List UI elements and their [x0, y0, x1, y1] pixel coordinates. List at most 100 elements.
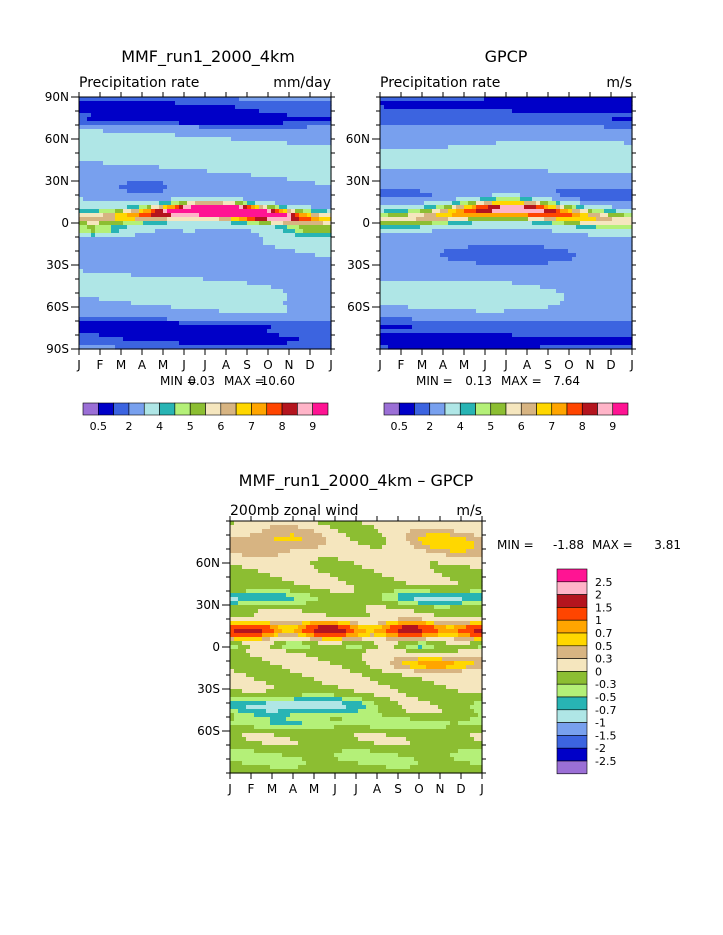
contour-cell: [230, 569, 259, 574]
x-tick-label: F: [248, 782, 255, 796]
contour-cell: [418, 641, 427, 646]
x-tick-label: J: [503, 358, 508, 372]
contour-cell: [254, 613, 327, 618]
panel1-y-axis: 90N 60N 30N 0 30S 60S 90S: [45, 90, 335, 356]
contour-cell: [230, 741, 263, 746]
contour-cell: [79, 121, 180, 126]
contour-cell: [422, 541, 475, 546]
contour-cell: [167, 209, 268, 214]
contour-cell: [306, 601, 399, 606]
contour-cell: [79, 241, 264, 246]
contour-cell: [588, 213, 601, 218]
contour-cell: [380, 181, 633, 186]
contour-cell: [298, 741, 375, 746]
contour-cell: [230, 717, 235, 722]
contour-cell: [474, 533, 483, 538]
contour-cell: [544, 205, 549, 210]
contour-cell: [115, 209, 124, 214]
contour-cell: [398, 633, 423, 638]
contour-cell: [388, 345, 541, 350]
contour-cell: [179, 205, 184, 210]
contour-cell: [544, 245, 633, 250]
x-tick-label: S: [243, 358, 251, 372]
x-tick-label: M: [158, 358, 168, 372]
colorbar-swatch: [398, 402, 415, 416]
contour-cell: [450, 577, 483, 582]
contour-cell: [454, 637, 475, 642]
contour-cell: [230, 533, 251, 538]
contour-cell: [366, 605, 387, 610]
contour-cell: [338, 557, 483, 562]
contour-cell: [380, 161, 633, 166]
contour-cell: [311, 205, 332, 210]
contour-cell: [230, 613, 255, 618]
contour-cell: [540, 201, 549, 206]
contour-cell: [287, 141, 332, 146]
contour-cell: [380, 297, 565, 302]
contour-cell: [302, 629, 315, 634]
contour-cell: [79, 313, 332, 318]
contour-cell: [79, 305, 172, 310]
contour-cell: [362, 701, 375, 706]
contour-cell: [346, 705, 367, 710]
contour-cell: [600, 213, 609, 218]
contour-cell: [255, 205, 260, 210]
x-tick-label: J: [227, 782, 232, 796]
contour-cell: [219, 217, 232, 222]
colorbar-label: 9: [609, 420, 616, 433]
contour-cell: [380, 189, 421, 194]
contour-cell: [430, 545, 475, 550]
contour-cell: [234, 629, 263, 634]
contour-cell: [350, 621, 359, 626]
contour-cell: [448, 209, 457, 214]
contour-cell: [338, 625, 351, 630]
contour-cell: [230, 577, 283, 582]
contour-cell: [230, 585, 311, 590]
contour-cell: [79, 261, 332, 266]
y-tick-label: 30N: [196, 598, 220, 612]
contour-cell: [230, 529, 263, 534]
contour-cell: [374, 701, 399, 706]
contour-cell: [540, 285, 633, 290]
contour-cell: [442, 573, 483, 578]
contour-cell: [454, 661, 475, 666]
contour-cell: [544, 209, 557, 214]
contour-cell: [230, 737, 247, 742]
contour-cell: [338, 757, 415, 762]
contour-cell: [386, 637, 427, 642]
panel3-subtitle-right: m/s: [456, 503, 482, 519]
contour-cell: [346, 533, 383, 538]
contour-cell: [318, 657, 363, 662]
colorbar-label: -1: [595, 717, 606, 730]
contour-cell: [454, 625, 467, 630]
contour-cell: [474, 541, 483, 546]
contour-cell: [230, 705, 247, 710]
contour-cell: [446, 665, 467, 670]
contour-cell: [556, 201, 561, 206]
contour-cell: [167, 317, 332, 322]
contour-cell: [302, 673, 363, 678]
contour-cell: [295, 213, 300, 218]
contour-cell: [242, 641, 275, 646]
contour-cell: [303, 209, 312, 214]
contour-cell: [270, 625, 279, 630]
contour-cell: [230, 617, 399, 622]
y-tick-label: 30S: [347, 258, 370, 272]
colorbar-label: 8: [279, 420, 286, 433]
contour-cell: [274, 685, 339, 690]
contour-cell: [230, 693, 303, 698]
contour-cell: [430, 589, 471, 594]
contour-cell: [380, 209, 385, 214]
contour-cell: [354, 585, 483, 590]
contour-cell: [238, 597, 295, 602]
contour-cell: [416, 217, 449, 222]
contour-cell: [290, 713, 383, 718]
contour-cell: [179, 341, 288, 346]
contour-cell: [239, 217, 248, 222]
contour-cell: [588, 233, 633, 238]
colorbar-label: -0.7: [595, 704, 616, 717]
contour-cell: [612, 217, 633, 222]
contour-cell: [394, 645, 407, 650]
contour-cell: [230, 549, 291, 554]
